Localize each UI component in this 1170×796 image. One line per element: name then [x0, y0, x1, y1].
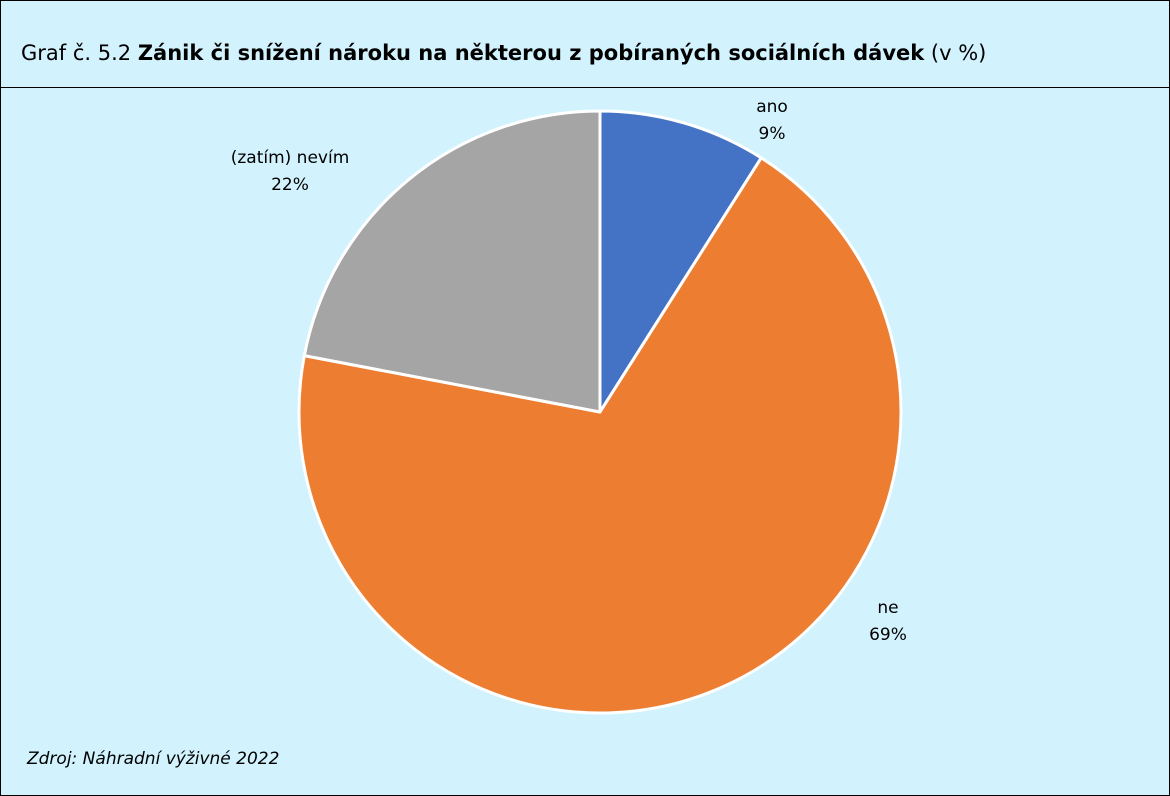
chart-title-suffix: (v %): [924, 41, 987, 65]
slice-value-label-1: 69%: [869, 625, 907, 645]
chart-title: Graf č. 5.2 Zánik či snížení nároku na n…: [21, 41, 986, 65]
pie-slice-0: [598, 109, 763, 414]
slice-category-label-2: (zatím) nevím: [231, 148, 350, 168]
chart-title-prefix: Graf č. 5.2: [21, 41, 138, 65]
chart-header: Graf č. 5.2 Zánik či snížení nároku na n…: [1, 1, 1169, 88]
slice-value-label-2: 22%: [271, 175, 309, 195]
chart-title-bold: Zánik či snížení nároku na některou z po…: [137, 41, 925, 65]
pie-slice-2: [302, 109, 602, 414]
pie-slice-1: [297, 156, 903, 715]
slice-category-label-1: ne: [877, 598, 898, 618]
slice-value-label-0: 9%: [759, 124, 786, 144]
slice-category-label-0: ano: [756, 97, 788, 117]
source-note: Zdroj: Náhradní výživné 2022: [27, 749, 280, 769]
